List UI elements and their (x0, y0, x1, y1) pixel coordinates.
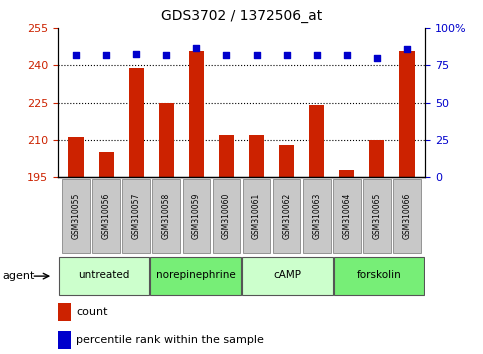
Bar (128, 68, 144, 177)
Text: GSM310062: GSM310062 (282, 193, 291, 239)
Text: GSM310055: GSM310055 (71, 193, 81, 239)
FancyBboxPatch shape (333, 178, 361, 253)
Text: percentile rank within the sample: percentile rank within the sample (76, 335, 264, 346)
FancyBboxPatch shape (150, 257, 241, 295)
Bar (159, 103, 174, 177)
Bar (249, 135, 264, 177)
FancyBboxPatch shape (213, 178, 241, 253)
Text: GSM310063: GSM310063 (312, 193, 321, 239)
Bar (99, 152, 114, 177)
Text: norepinephrine: norepinephrine (156, 270, 236, 280)
Bar (279, 145, 294, 177)
FancyBboxPatch shape (363, 178, 391, 253)
Bar (369, 140, 384, 177)
Point (223, 52, 230, 58)
Point (102, 52, 110, 58)
FancyBboxPatch shape (334, 257, 425, 295)
Text: GSM310059: GSM310059 (192, 193, 201, 239)
FancyBboxPatch shape (393, 178, 421, 253)
Point (283, 52, 290, 58)
Text: GSM310058: GSM310058 (162, 193, 171, 239)
Text: forskolin: forskolin (357, 270, 401, 280)
Text: cAMP: cAMP (273, 270, 301, 280)
FancyBboxPatch shape (242, 257, 333, 295)
Point (403, 46, 411, 52)
Text: GSM310061: GSM310061 (252, 193, 261, 239)
FancyBboxPatch shape (62, 178, 90, 253)
FancyBboxPatch shape (242, 178, 270, 253)
FancyBboxPatch shape (58, 257, 149, 295)
Point (132, 51, 140, 56)
Point (373, 55, 381, 61)
Bar (58, 331, 71, 349)
Text: agent: agent (2, 271, 35, 281)
Text: untreated: untreated (78, 270, 129, 280)
Point (343, 52, 351, 58)
FancyBboxPatch shape (92, 178, 120, 253)
FancyBboxPatch shape (183, 178, 210, 253)
Point (253, 52, 260, 58)
Bar (69, 137, 84, 177)
Point (162, 52, 170, 58)
Point (72, 52, 80, 58)
Text: GDS3702 / 1372506_at: GDS3702 / 1372506_at (161, 9, 322, 23)
Bar (189, 51, 204, 177)
Bar (309, 105, 324, 177)
Point (193, 45, 200, 51)
Bar (219, 135, 234, 177)
Text: count: count (76, 307, 108, 317)
Point (313, 52, 321, 58)
Text: GSM310060: GSM310060 (222, 193, 231, 239)
Bar (58, 303, 71, 321)
Text: GSM310066: GSM310066 (402, 193, 412, 239)
FancyBboxPatch shape (122, 178, 150, 253)
FancyBboxPatch shape (153, 178, 180, 253)
FancyBboxPatch shape (273, 178, 300, 253)
Bar (399, 51, 414, 177)
Bar (339, 170, 355, 177)
Text: GSM310064: GSM310064 (342, 193, 351, 239)
Text: GSM310065: GSM310065 (372, 193, 382, 239)
Text: GSM310057: GSM310057 (132, 193, 141, 239)
Text: GSM310056: GSM310056 (101, 193, 111, 239)
FancyBboxPatch shape (303, 178, 330, 253)
